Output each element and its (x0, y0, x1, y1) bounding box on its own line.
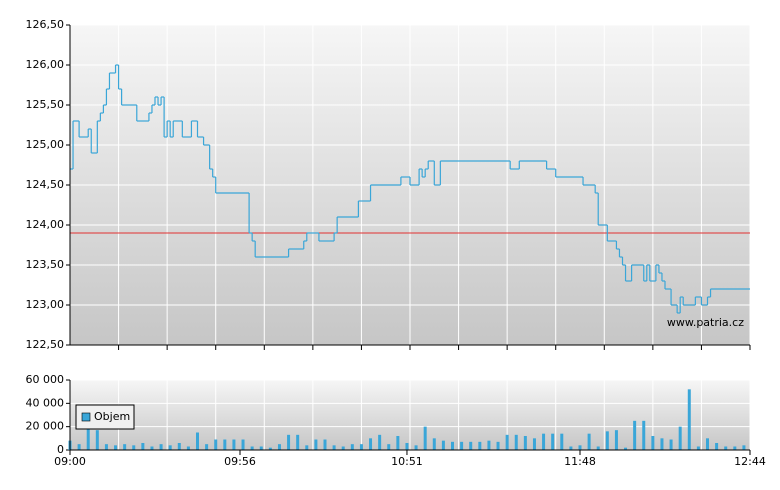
volume-bar (159, 444, 163, 450)
volume-bar (724, 446, 728, 450)
volume-bar (523, 436, 527, 450)
volume-bar (277, 444, 281, 450)
volume-bar (305, 445, 309, 450)
volume-bar (123, 444, 127, 450)
volume-bar (551, 433, 555, 450)
volume-bar (232, 439, 236, 450)
volume-bar (642, 420, 646, 450)
y-tick-label: 123,00 (26, 298, 65, 311)
watermark: www.patria.cz (667, 316, 744, 329)
volume-bar (614, 430, 618, 450)
volume-bar (587, 433, 591, 450)
volume-bar (432, 438, 436, 450)
volume-bar (241, 439, 245, 450)
volume-bar (314, 439, 318, 450)
volume-bar (214, 439, 218, 450)
volume-bar (733, 446, 737, 450)
volume-bar (186, 446, 190, 450)
y-tick-label: 20 000 (26, 420, 65, 433)
volume-bar (114, 445, 118, 450)
volume-bar (441, 440, 445, 450)
y-tick-label: 125,00 (26, 138, 65, 151)
y-tick-label: 124,50 (26, 178, 65, 191)
volume-bar (532, 438, 536, 450)
volume-bar (569, 446, 573, 450)
volume-bar (423, 426, 427, 450)
volume-bar (742, 445, 746, 450)
legend-swatch (81, 412, 91, 422)
volume-bar (405, 443, 409, 450)
volume-bar (341, 446, 345, 450)
volume-bar (678, 426, 682, 450)
volume-bar (287, 434, 291, 450)
volume-bar (378, 434, 382, 450)
volume-bar (451, 441, 454, 450)
volume-bar (268, 447, 272, 450)
y-tick-label: 125,50 (26, 98, 65, 111)
volume-bar (687, 389, 691, 450)
x-tick-label: 12:44 (734, 455, 766, 468)
volume-bar (396, 436, 400, 450)
volume-bar (605, 431, 609, 450)
x-tick-label: 09:56 (224, 455, 256, 468)
y-tick-label: 40 000 (26, 396, 65, 409)
y-tick-label: 126,50 (26, 18, 65, 31)
volume-bar (387, 444, 391, 450)
volume-bar (496, 441, 500, 450)
volume-bar (651, 436, 655, 450)
volume-bar (196, 432, 199, 450)
volume-bar (469, 441, 473, 450)
volume-bar (104, 444, 108, 450)
volume-bar (250, 446, 254, 450)
volume-bar (696, 446, 700, 450)
y-tick-label: 124,00 (26, 218, 65, 231)
volume-bar (414, 445, 418, 450)
volume-bar (514, 434, 518, 450)
volume-bar (596, 446, 600, 450)
legend-box (75, 404, 135, 430)
volume-bar (487, 440, 491, 450)
volume-bar (359, 444, 363, 450)
volume-bar (478, 441, 482, 450)
volume-bar (77, 444, 81, 450)
volume-bar (560, 433, 564, 450)
volume-bar (296, 434, 300, 450)
volume-bar (259, 446, 263, 450)
volume-bar (150, 446, 154, 450)
volume-bar (132, 445, 136, 450)
y-tick-label: 0 (57, 443, 64, 456)
volume-bar (633, 420, 637, 450)
volume-bar (205, 444, 209, 450)
x-tick-label: 11:48 (564, 455, 596, 468)
volume-bar (177, 443, 181, 450)
volume-bar (369, 438, 373, 450)
volume-bar (350, 444, 354, 450)
x-tick-label: 09:00 (54, 455, 86, 468)
volume-bar (323, 439, 327, 450)
volume-bar (715, 443, 719, 450)
volume-bar (542, 433, 546, 450)
volume-bar (660, 438, 664, 450)
volume-bar (578, 445, 582, 450)
y-tick-label: 60 000 (26, 373, 65, 386)
y-tick-label: 122,50 (26, 338, 65, 351)
y-tick-label: 123,50 (26, 258, 65, 271)
volume-bar (95, 430, 99, 450)
x-tick-label: 10:51 (391, 455, 423, 468)
volume-bar (223, 439, 227, 450)
volume-bar (669, 439, 673, 450)
volume-bar (332, 445, 336, 450)
volume-bar (86, 429, 90, 450)
volume-bar (706, 438, 709, 450)
volume-bar (141, 443, 145, 450)
volume-bar (168, 445, 172, 450)
y-tick-label: 126,00 (26, 58, 65, 71)
volume-bar (460, 441, 464, 450)
volume-bar (505, 434, 509, 450)
legend-label: Objem (94, 410, 130, 423)
volume-bar (624, 447, 628, 450)
